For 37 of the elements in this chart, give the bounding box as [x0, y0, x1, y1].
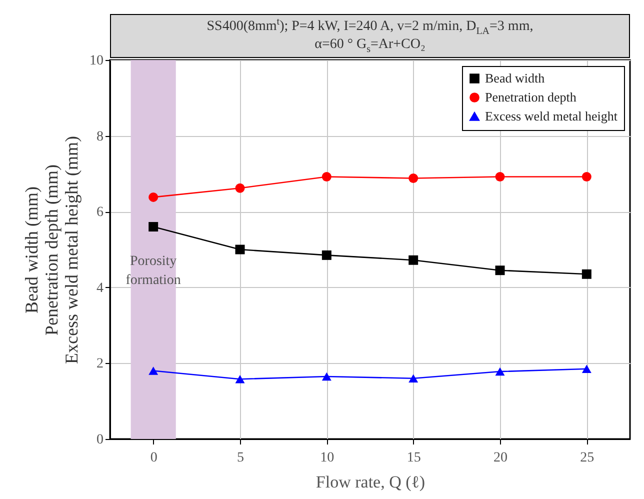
- point: [148, 222, 158, 232]
- legend-label: Excess weld metal height: [485, 108, 618, 124]
- y-axis-title: Bead width (mm) Penetration depth (mm) Excess weld metal height (mm): [22, 136, 82, 364]
- point: [582, 364, 592, 373]
- x-axis-title: Flow rate, Q (ℓ): [316, 472, 426, 492]
- legend-label: Penetration depth: [485, 90, 577, 104]
- x-tick-label: 0: [150, 450, 158, 466]
- point: [322, 172, 332, 182]
- y-tick-label: 4: [96, 280, 104, 296]
- point: [582, 172, 592, 182]
- y-tick-label: 10: [90, 54, 104, 68]
- y-tick-label: 8: [96, 129, 104, 144]
- point: [235, 375, 245, 384]
- point: [322, 250, 332, 260]
- point: [495, 172, 505, 182]
- point: [408, 255, 418, 265]
- x-tick-label: 15: [406, 450, 421, 466]
- point: [408, 174, 418, 183]
- point: [582, 269, 592, 279]
- x-tick-label: 25: [580, 450, 594, 466]
- y-tick-label: 0: [96, 432, 104, 448]
- point: [495, 266, 505, 276]
- legend-label: Bead width: [485, 70, 546, 86]
- point: [495, 367, 505, 376]
- y-tick-label: 2: [96, 356, 104, 372]
- x-tick-label: 5: [237, 450, 244, 466]
- x-tick-label: 10: [320, 450, 334, 466]
- point: [148, 366, 158, 375]
- band-label: Porosity formation: [126, 254, 181, 288]
- point: [322, 372, 332, 381]
- point: [235, 183, 245, 193]
- chart-title: SS400(8mm$^{t}$); P=4 kW, I=240 A, v=2 m/min, D$_{LA}$=3 mm, α=60 ° G$_{s}$=Ar+CO₂: [206, 16, 534, 55]
- x-tick-label: 20: [494, 450, 508, 466]
- point: [408, 374, 418, 382]
- point: [235, 244, 245, 254]
- point: [148, 192, 158, 202]
- y-tick-label: 6: [96, 205, 104, 220]
